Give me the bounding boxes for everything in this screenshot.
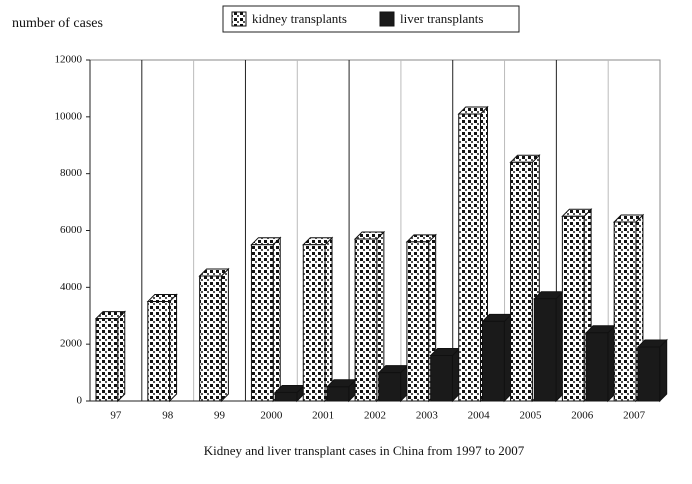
- bar: [481, 320, 505, 402]
- bar: [199, 275, 222, 402]
- bar: [302, 244, 326, 402]
- x-tick-label: 97: [110, 410, 122, 422]
- x-tick-label: 2003: [416, 410, 439, 422]
- x-tick-label: 2007: [623, 410, 646, 422]
- bar-side: [324, 236, 333, 403]
- y-tick-label: 4000: [60, 281, 83, 293]
- bar: [458, 113, 481, 402]
- x-tick-label: 2000: [260, 410, 283, 422]
- bar-side: [272, 236, 281, 403]
- x-tick-label: 99: [214, 410, 226, 422]
- y-tick-label: 2000: [60, 338, 83, 350]
- bar: [510, 161, 533, 402]
- y-tick-label: 10000: [55, 110, 83, 122]
- y-tick-label: 8000: [60, 167, 83, 179]
- bar: [637, 346, 661, 402]
- bar-side: [659, 338, 668, 403]
- bar: [95, 318, 119, 402]
- chart-title: Kidney and liver transplant cases in Chi…: [204, 443, 525, 458]
- bar: [533, 298, 557, 402]
- bar: [585, 332, 609, 402]
- legend-label: liver transplants: [400, 11, 483, 26]
- x-tick-label: 2001: [312, 410, 334, 422]
- bar: [326, 386, 350, 402]
- bar: [147, 301, 171, 402]
- bar: [250, 244, 274, 402]
- legend-label: kidney transplants: [252, 11, 347, 26]
- y-tick-label: 6000: [60, 224, 83, 236]
- x-tick-label: 2006: [571, 410, 594, 422]
- x-tick-label: 2004: [468, 410, 491, 422]
- bar: [561, 215, 585, 402]
- bar: [354, 238, 378, 402]
- x-tick-label: 2005: [519, 410, 542, 422]
- legend-swatch: [379, 11, 395, 27]
- bar: [406, 241, 430, 402]
- bar-side: [117, 310, 126, 403]
- bar-side: [220, 267, 229, 403]
- bar: [430, 355, 453, 402]
- x-tick-label: 2002: [364, 410, 386, 422]
- bar: [274, 391, 298, 402]
- legend-box: [222, 5, 520, 33]
- y-tick-label: 0: [77, 395, 83, 407]
- bar-side: [169, 293, 178, 403]
- legend-swatch: [231, 11, 247, 27]
- bar: [378, 372, 402, 402]
- bar: [613, 221, 637, 402]
- y-axis-label: number of cases: [12, 16, 103, 31]
- x-tick-label: 98: [162, 410, 174, 422]
- y-tick-label: 12000: [55, 54, 83, 66]
